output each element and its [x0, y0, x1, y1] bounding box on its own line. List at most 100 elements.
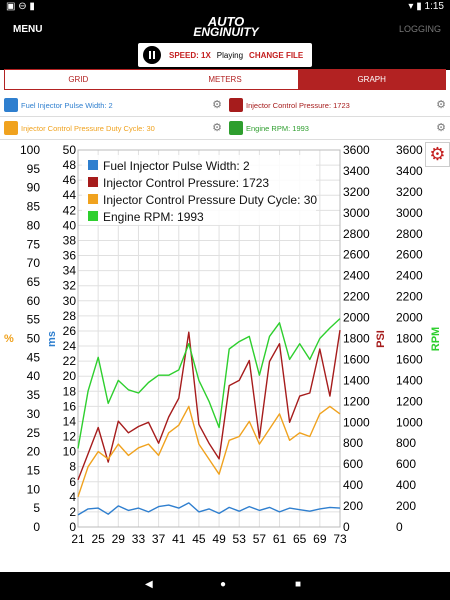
- x-tick-label: 25: [91, 532, 105, 546]
- percent-tick-label: 15: [27, 463, 41, 477]
- percent-tick-label: 45: [27, 350, 41, 364]
- ms-tick-label: 22: [63, 354, 77, 368]
- back-icon[interactable]: ◀: [145, 579, 153, 590]
- ms-tick-label: 30: [63, 294, 77, 308]
- rpm-tick-label: 0: [396, 520, 403, 534]
- logo: AUTO ENGINUITY: [193, 14, 259, 39]
- legend-swatch: [88, 211, 98, 221]
- x-tick-label: 69: [313, 532, 327, 546]
- x-tick-label: 33: [132, 532, 146, 546]
- psi-tick-label: 3400: [343, 164, 370, 178]
- ms-tick-label: 34: [63, 264, 77, 278]
- channel-label: Injector Control Pressure: 1723: [246, 100, 350, 110]
- ms-tick-label: 16: [63, 399, 77, 413]
- chart-axes: 0510152025303540455055606570758085909510…: [20, 143, 423, 546]
- tab-meters[interactable]: METERS: [208, 75, 242, 84]
- x-tick-label: 21: [71, 532, 85, 546]
- ms-tick-label: 10: [63, 445, 77, 459]
- home-icon[interactable]: ●: [220, 579, 227, 590]
- psi-tick-label: 3000: [343, 206, 370, 220]
- rpm-tick-label: 1000: [396, 415, 423, 429]
- psi-tick-label: 3600: [343, 143, 370, 157]
- percent-tick-label: 70: [27, 256, 41, 270]
- x-tick-label: 57: [253, 532, 267, 546]
- percent-tick-label: 95: [27, 162, 41, 176]
- psi-tick-label: 2000: [343, 311, 370, 325]
- psi-axis-label: PSI: [374, 330, 387, 348]
- rpm-tick-label: 600: [396, 457, 416, 471]
- logging-button[interactable]: LOGGING: [398, 24, 441, 34]
- change-file-button[interactable]: CHANGE FILE: [249, 50, 304, 60]
- gear-icon[interactable]: ⚙: [436, 122, 446, 134]
- recent-apps-icon[interactable]: ■: [295, 579, 302, 590]
- legend-swatch: [88, 177, 98, 187]
- psi-tick-label: 2600: [343, 248, 370, 262]
- psi-tick-label: 2800: [343, 227, 370, 241]
- legend-label: Injector Control Pressure: 1723: [103, 176, 269, 190]
- channel-label: Injector Control Pressure Duty Cycle: 30: [21, 123, 155, 133]
- psi-tick-label: 1600: [343, 352, 370, 366]
- status-time: 1:15: [424, 1, 444, 12]
- ms-tick-label: 0: [69, 520, 76, 534]
- percent-tick-label: 5: [33, 501, 40, 515]
- percent-tick-label: 40: [27, 369, 41, 383]
- channel-color-swatch: [4, 121, 18, 135]
- ms-axis-label: ms: [45, 331, 58, 347]
- menu-button[interactable]: MENU: [13, 24, 43, 35]
- rpm-tick-label: 1800: [396, 332, 423, 346]
- rpm-tick-label: 2400: [396, 269, 423, 283]
- percent-tick-label: 20: [27, 445, 41, 459]
- psi-tick-label: 3200: [343, 185, 370, 199]
- channel-label: Engine RPM: 1993: [246, 123, 309, 133]
- psi-tick-label: 1200: [343, 394, 370, 408]
- ms-tick-label: 14: [63, 414, 77, 428]
- tab-graph[interactable]: GRAPH: [298, 70, 446, 89]
- legend-swatch: [88, 160, 98, 170]
- series-line: [77, 502, 341, 516]
- percent-tick-label: 0: [33, 520, 40, 534]
- pause-button[interactable]: [143, 46, 161, 64]
- ms-tick-label: 8: [69, 460, 76, 474]
- gear-icon[interactable]: ⚙: [436, 99, 446, 111]
- chart-legend: Fuel Injector Pulse Width: 2 Injector Con…: [82, 155, 317, 225]
- percent-tick-label: 65: [27, 275, 41, 289]
- series-line: [77, 329, 341, 481]
- ms-tick-label: 18: [63, 384, 77, 398]
- percent-tick-label: 80: [27, 218, 41, 232]
- ms-tick-label: 6: [69, 475, 76, 489]
- chart-series: [77, 318, 341, 516]
- ms-tick-label: 36: [63, 249, 77, 263]
- gear-icon[interactable]: ⚙: [212, 122, 222, 134]
- divider: [0, 116, 450, 117]
- graph-chart[interactable]: 0510152025303540455055606570758085909510…: [0, 142, 450, 566]
- graph-settings-gear-icon[interactable]: ⚙: [425, 142, 450, 167]
- psi-tick-label: 600: [343, 457, 363, 471]
- tab-grid[interactable]: GRID: [68, 75, 89, 84]
- rpm-tick-label: 1200: [396, 394, 423, 408]
- channel-chip-engine-rpm[interactable]: Engine RPM: 1993 ⚙: [229, 119, 446, 137]
- psi-tick-label: 1400: [343, 373, 370, 387]
- ms-tick-label: 26: [63, 324, 77, 338]
- channel-chip-pulse-width[interactable]: Fuel Injector Pulse Width: 2 ⚙: [4, 96, 222, 114]
- rpm-tick-label: 1400: [396, 373, 423, 387]
- ms-tick-label: 4: [69, 490, 76, 504]
- ms-tick-label: 42: [63, 203, 77, 217]
- x-tick-label: 53: [233, 532, 247, 546]
- x-tick-label: 61: [273, 532, 287, 546]
- channel-color-swatch: [229, 98, 243, 112]
- rpm-tick-label: 2000: [396, 311, 423, 325]
- channel-chip-duty-cycle[interactable]: Injector Control Pressure Duty Cycle: 30…: [4, 119, 222, 137]
- x-tick-label: 49: [212, 532, 226, 546]
- speed-button[interactable]: SPEED: 1X: [169, 50, 211, 60]
- ms-tick-label: 24: [63, 339, 77, 353]
- percent-tick-label: 30: [27, 407, 41, 421]
- rpm-tick-label: 2800: [396, 227, 423, 241]
- rpm-tick-label: 400: [396, 478, 416, 492]
- ms-tick-label: 2: [69, 505, 76, 519]
- percent-tick-label: 25: [27, 426, 41, 440]
- playback-bar: SPEED: 1X Playing CHANGE FILE: [138, 43, 312, 67]
- legend-label: Fuel Injector Pulse Width: 2: [103, 159, 250, 173]
- channel-chip-control-pressure[interactable]: Injector Control Pressure: 1723 ⚙: [229, 96, 446, 114]
- gear-icon[interactable]: ⚙: [212, 99, 222, 111]
- rpm-tick-label: 3200: [396, 185, 423, 199]
